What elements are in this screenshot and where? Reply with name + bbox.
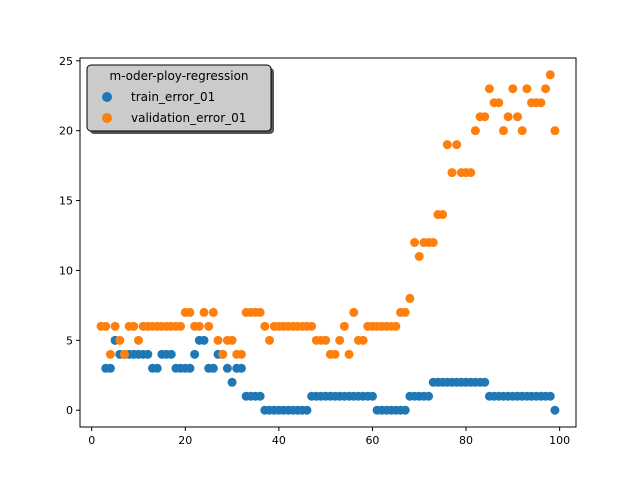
scatter-point-series-0	[185, 363, 195, 373]
scatter-point-series-1	[414, 251, 424, 261]
scatter-point-series-0	[255, 391, 265, 401]
legend-marker-validation	[102, 113, 112, 123]
x-tick-label: 20	[178, 434, 192, 447]
scatter-point-series-1	[199, 307, 209, 317]
scatter-point-series-1	[503, 112, 513, 122]
scatter-point-series-1	[522, 84, 532, 94]
plot-frame	[79, 57, 577, 428]
scatter-point-series-0	[545, 391, 555, 401]
scatter-point-series-1	[494, 98, 504, 108]
scatter-point-series-1	[133, 335, 143, 345]
ticks-layer: 0 20 40 60 80 100 0 5 10 15 20 25	[59, 55, 570, 447]
scatter-point-series-1	[176, 321, 186, 331]
scatter-point-series-0	[480, 377, 490, 387]
scatter-point-series-1	[185, 307, 195, 317]
x-tick-label: 80	[459, 434, 473, 447]
scatter-point-series-0	[166, 349, 176, 359]
scatter-point-series-1	[428, 238, 438, 247]
scatter-point-series-1	[307, 321, 317, 331]
legend: m-oder-ploy-regression train_error_01 va…	[86, 64, 274, 134]
scatter-point-series-1	[110, 321, 120, 331]
points-layer	[96, 70, 560, 415]
scatter-point-series-1	[442, 140, 452, 150]
scatter-point-series-1	[335, 335, 345, 345]
scatter-point-series-1	[208, 307, 218, 317]
scatter-point-series-1	[260, 321, 270, 331]
scatter-point-series-1	[484, 84, 494, 94]
y-tick-label: 25	[59, 55, 73, 68]
scatter-point-series-1	[545, 70, 555, 80]
scatter-point-series-0	[152, 363, 162, 373]
scatter-point-series-0	[190, 349, 200, 359]
x-tick-label: 60	[365, 434, 379, 447]
scatter-point-series-1	[480, 112, 490, 122]
scatter-point-series-1	[101, 321, 111, 331]
scatter-point-series-0	[143, 349, 153, 359]
legend-label-validation: validation_error_01	[131, 111, 246, 125]
scatter-point-series-0	[424, 391, 434, 401]
scatter-point-series-0	[208, 363, 218, 373]
scatter-point-series-1	[265, 335, 275, 345]
scatter-point-series-1	[438, 210, 448, 220]
scatter-point-series-1	[218, 349, 228, 359]
legend-title: m-oder-ploy-regression	[109, 69, 248, 83]
scatter-point-series-1	[204, 321, 214, 331]
scatter-point-series-1	[330, 349, 340, 359]
scatter-point-series-1	[498, 126, 508, 136]
scatter-point-series-0	[302, 405, 312, 415]
scatter-point-series-1	[115, 335, 125, 345]
y-tick-label: 5	[66, 334, 73, 347]
scatter-point-series-1	[349, 307, 359, 317]
scatter-point-series-1	[236, 349, 246, 359]
scatter-point-series-1	[194, 321, 204, 331]
scatter-point-series-1	[255, 307, 265, 317]
scatter-point-series-1	[400, 307, 410, 317]
x-tick-label: 0	[88, 434, 95, 447]
legend-box	[86, 64, 272, 132]
scatter-point-series-1	[410, 238, 420, 247]
scatter-point-series-1	[517, 126, 527, 136]
scatter-point-series-1	[508, 84, 518, 94]
y-tick-label: 0	[66, 404, 73, 417]
scatter-point-series-1	[541, 84, 551, 94]
scatter-point-series-1	[447, 168, 457, 178]
scatter-point-series-0	[199, 335, 209, 345]
scatter-point-series-0	[367, 391, 377, 401]
y-tick-label: 15	[59, 195, 73, 208]
y-tick-label: 20	[59, 125, 73, 138]
scatter-point-series-1	[405, 293, 415, 303]
legend-marker-train	[102, 92, 112, 102]
scatter-point-series-1	[321, 335, 331, 345]
scatter-point-series-1	[452, 140, 462, 150]
scatter-point-series-1	[339, 321, 349, 331]
scatter-point-series-1	[536, 98, 546, 108]
scatter-point-series-0	[550, 405, 560, 415]
scatter-point-series-1	[466, 168, 476, 178]
scatter-point-series-1	[358, 335, 368, 345]
x-tick-label: 100	[549, 434, 570, 447]
scatter-point-series-0	[227, 377, 237, 387]
scatter-point-series-1	[344, 349, 354, 359]
scatter-point-series-0	[105, 363, 115, 373]
scatter-point-series-1	[550, 126, 560, 136]
scatter-point-series-1	[213, 335, 223, 345]
scatter-point-series-1	[119, 349, 129, 359]
scatter-point-series-1	[513, 112, 523, 122]
scatter-point-series-0	[400, 405, 410, 415]
legend-label-train: train_error_01	[131, 90, 215, 104]
scatter-point-series-1	[105, 349, 115, 359]
x-tick-label: 40	[272, 434, 286, 447]
y-tick-label: 10	[59, 264, 73, 277]
scatter-point-series-0	[236, 363, 246, 373]
scatter-point-series-1	[470, 126, 480, 136]
scatter-point-series-1	[227, 335, 237, 345]
scatter-point-series-1	[129, 321, 139, 331]
scatter-point-series-1	[391, 321, 401, 331]
scatter-point-series-0	[222, 363, 232, 373]
